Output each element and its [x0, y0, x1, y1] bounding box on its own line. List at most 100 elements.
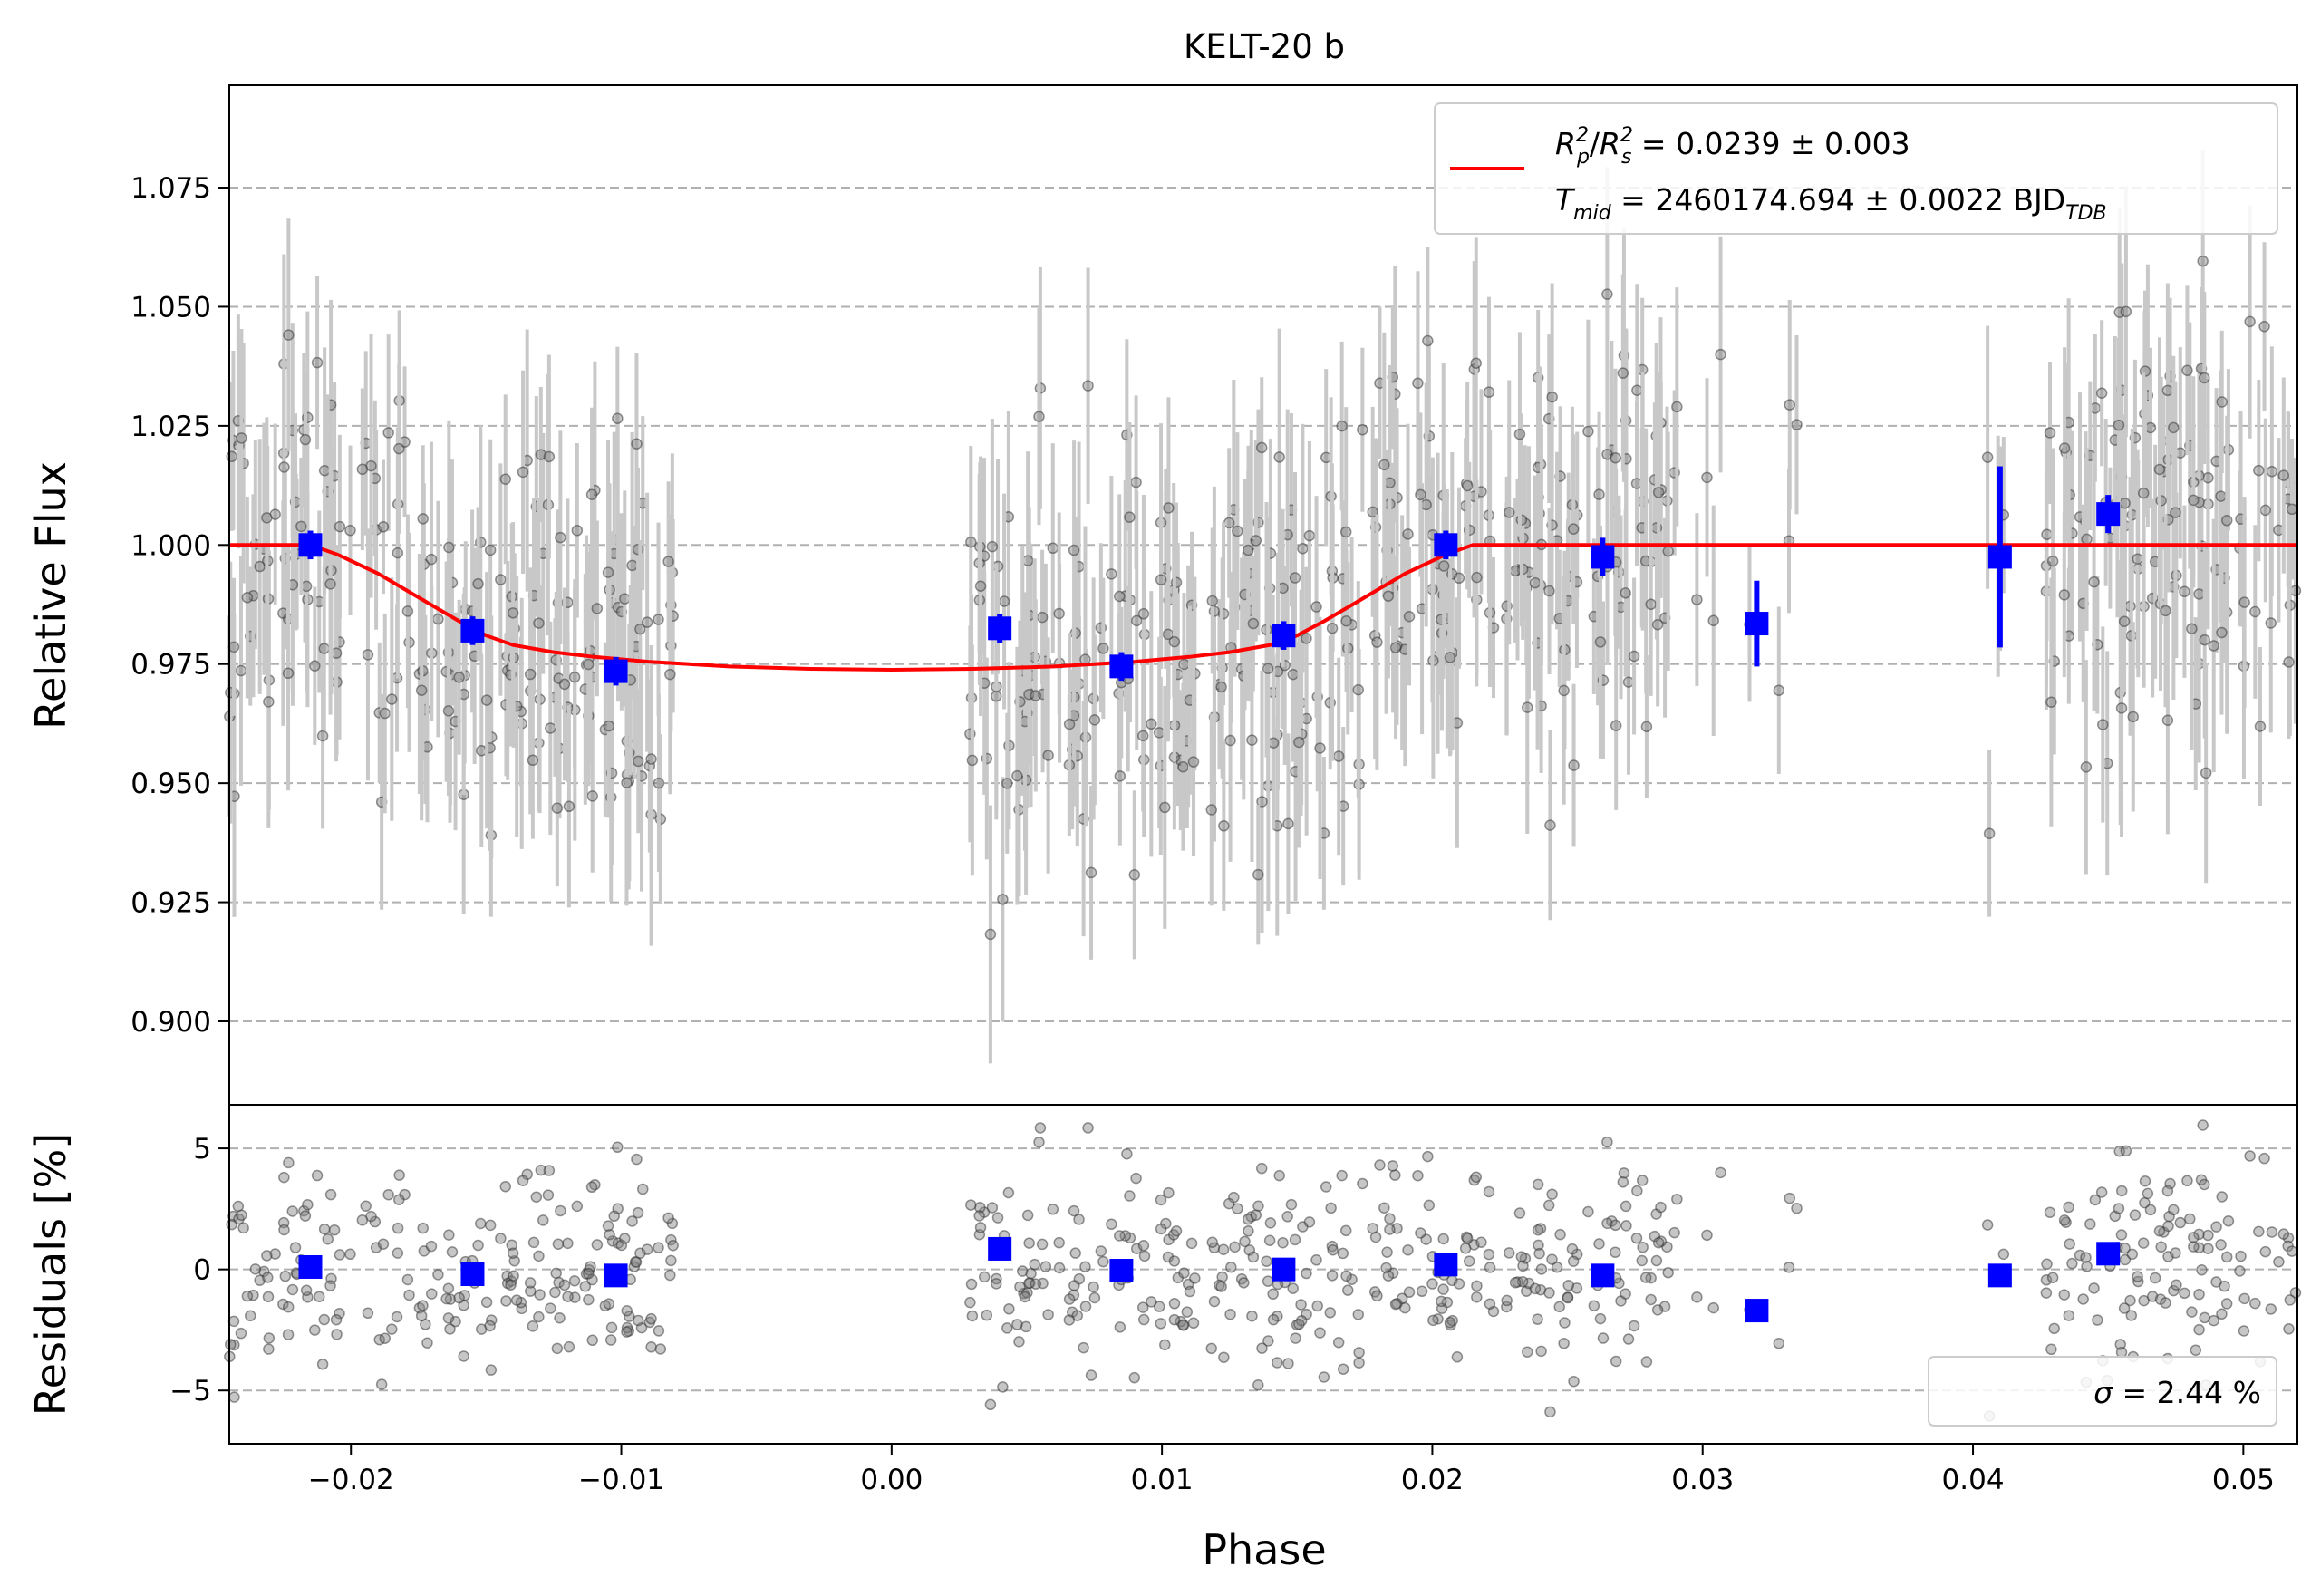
- main-y-axis-label: Relative Flux: [26, 461, 75, 730]
- residual-raw-point: [1326, 1270, 1339, 1282]
- raw-point: [1252, 868, 1264, 881]
- residual-raw-point: [631, 1153, 643, 1166]
- raw-point: [1136, 730, 1149, 742]
- raw-point: [1224, 734, 1236, 747]
- residual-raw-point: [1106, 1218, 1117, 1230]
- residual-raw-point: [2077, 1293, 2089, 1305]
- residual-raw-point: [1168, 1255, 1181, 1267]
- residual-raw-point: [662, 1212, 674, 1224]
- raw-point: [2097, 719, 2109, 730]
- residual-raw-point: [1597, 1332, 1610, 1344]
- residual-raw-point: [1327, 1243, 1339, 1256]
- raw-point: [662, 556, 674, 567]
- residual-raw-point: [527, 1320, 539, 1332]
- residual-raw-point: [1470, 1171, 1483, 1183]
- residual-raw-point: [1543, 1287, 1555, 1299]
- residual-raw-point: [1185, 1237, 1198, 1250]
- residual-raw-point: [621, 1321, 633, 1334]
- transit-model-line: [229, 543, 2297, 672]
- residual-raw-point: [1001, 1322, 1013, 1334]
- binned-point: [1591, 545, 1615, 569]
- residual-raw-point: [2216, 1191, 2228, 1203]
- residual-raw-point: [1114, 1321, 1126, 1333]
- raw-point: [1593, 488, 1605, 500]
- residual-binned-point: [1109, 1258, 1134, 1282]
- residual-raw-point: [991, 1212, 1004, 1224]
- raw-point: [558, 678, 571, 691]
- residual-binned-point: [2096, 1242, 2121, 1266]
- raw-point: [1130, 476, 1142, 488]
- raw-point: [986, 540, 999, 553]
- residual-raw-point: [603, 1298, 615, 1310]
- raw-point: [1671, 401, 1683, 413]
- residual-raw-point: [1287, 1282, 1299, 1294]
- residual-raw-point: [1509, 1276, 1522, 1289]
- raw-point: [1033, 411, 1045, 422]
- residual-raw-point: [1639, 1272, 1652, 1283]
- residual-raw-point: [530, 1191, 543, 1203]
- residual-raw-point: [1088, 1291, 1101, 1304]
- raw-point: [1509, 565, 1522, 577]
- raw-point: [653, 777, 665, 789]
- residual-raw-point: [1622, 1333, 1635, 1345]
- residual-raw-point: [2142, 1187, 2154, 1200]
- residual-raw-point: [966, 1310, 979, 1322]
- residual-raw-point: [1159, 1339, 1171, 1351]
- residual-raw-point: [282, 1329, 295, 1340]
- residual-binned-point: [604, 1263, 628, 1288]
- raw-point: [2046, 555, 2059, 567]
- raw-point: [1314, 742, 1326, 754]
- residual-raw-point: [964, 1296, 976, 1309]
- residual-raw-point: [2220, 1251, 2233, 1263]
- residual-raw-point: [1320, 1181, 1332, 1193]
- raw-point: [2181, 364, 2193, 376]
- residual-raw-point: [2171, 1279, 2182, 1291]
- residual-raw-point: [1461, 1233, 1474, 1244]
- raw-point: [1287, 668, 1299, 681]
- legend-rp-sub: p: [1576, 146, 1590, 169]
- residual-raw-point: [262, 1272, 274, 1283]
- residual-raw-point: [2120, 1145, 2132, 1157]
- x-tick-label: 0.03: [1671, 1464, 1734, 1496]
- raw-point: [524, 668, 537, 681]
- raw-point: [545, 722, 556, 734]
- residual-raw-point: [1262, 1275, 1274, 1287]
- residual-raw-point: [2219, 1280, 2230, 1292]
- residual-raw-point: [1079, 1301, 1092, 1312]
- residual-raw-point: [1068, 1204, 1080, 1217]
- residual-raw-point: [2208, 1314, 2219, 1327]
- residual-raw-point: [2149, 1272, 2161, 1284]
- residual-raw-point: [2125, 1310, 2138, 1321]
- residual-raw-point: [991, 1278, 1002, 1290]
- raw-point: [1791, 419, 1803, 430]
- raw-point: [1529, 576, 1542, 589]
- residual-raw-point: [1030, 1278, 1042, 1290]
- raw-point: [2253, 464, 2265, 477]
- residual-raw-point: [621, 1326, 633, 1338]
- residual-raw-point: [1533, 1239, 1544, 1252]
- raw-point: [1289, 572, 1301, 584]
- raw-point: [1130, 614, 1143, 627]
- raw-point: [1021, 555, 1034, 566]
- residual-raw-point: [316, 1359, 329, 1370]
- raw-point: [2283, 656, 2295, 668]
- residual-raw-point: [1503, 1247, 1515, 1259]
- raw-point: [1106, 568, 1117, 580]
- raw-point: [236, 432, 247, 444]
- legend-slash: /: [1590, 126, 1600, 161]
- residual-raw-point: [458, 1350, 469, 1362]
- residual-raw-point: [2244, 1150, 2256, 1162]
- raw-point: [1645, 598, 1657, 611]
- raw-point: [283, 329, 295, 341]
- residual-raw-point: [1981, 1219, 1994, 1231]
- residual-raw-point: [984, 1398, 997, 1411]
- binned-point: [2096, 502, 2121, 527]
- residual-raw-point: [244, 1310, 256, 1322]
- raw-point: [1088, 714, 1101, 726]
- residual-raw-point: [506, 1239, 517, 1251]
- residual-raw-point: [2202, 1229, 2214, 1242]
- raw-point: [1652, 487, 1665, 498]
- residual-raw-point: [2040, 1287, 2053, 1299]
- raw-point: [1340, 614, 1352, 627]
- residual-raw-point: [2045, 1343, 2057, 1356]
